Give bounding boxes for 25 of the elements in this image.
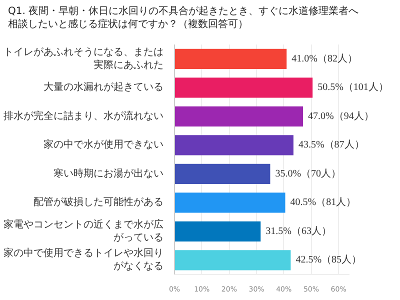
bar <box>174 135 294 156</box>
y-tick-label: 家電やコンセントの近くまで水が広がっている <box>4 218 164 244</box>
data-label: 35.0%（70人） <box>275 168 342 180</box>
chart-title: Q1. 夜間・早朝・休日に水回りの不具合が起きたとき、すぐに水道修理業者へ相談したいと感じる症状は何ですか？（複数回答可） <box>8 5 359 31</box>
bar <box>174 106 304 126</box>
y-tick-label: 配管が破損した可能性がある <box>34 196 164 208</box>
bar <box>174 78 313 98</box>
data-label: 40.5%（81人） <box>290 197 356 208</box>
data-label: 50.5%（101人） <box>318 82 388 94</box>
data-label: 47.0%（94人） <box>308 110 374 122</box>
bar <box>174 48 287 69</box>
bar <box>174 164 270 184</box>
y-tick-label: 家の中で水が使用できない <box>44 138 164 151</box>
data-label: 43.5%（87人） <box>298 140 364 151</box>
data-label: 31.5%（63人） <box>266 226 332 237</box>
y-tick-label: 寒い時期にお湯が出ない <box>54 167 164 180</box>
y-tick-label: 家の中で使用できるトイレや水回りがなくなる <box>4 247 164 272</box>
y-tick-label: 大量の水漏れが起きている <box>44 81 164 94</box>
y-tick-label: 排水が完全に詰まり、水が流れない <box>4 110 164 122</box>
bar <box>174 250 291 270</box>
data-label: 41.0%（82人） <box>292 53 358 64</box>
bar <box>174 192 286 213</box>
y-tick-label: トイレがあふれそうになる、または実際にあふれた <box>4 46 164 71</box>
data-label: 42.5%（85人） <box>296 254 362 266</box>
bar <box>174 221 261 242</box>
